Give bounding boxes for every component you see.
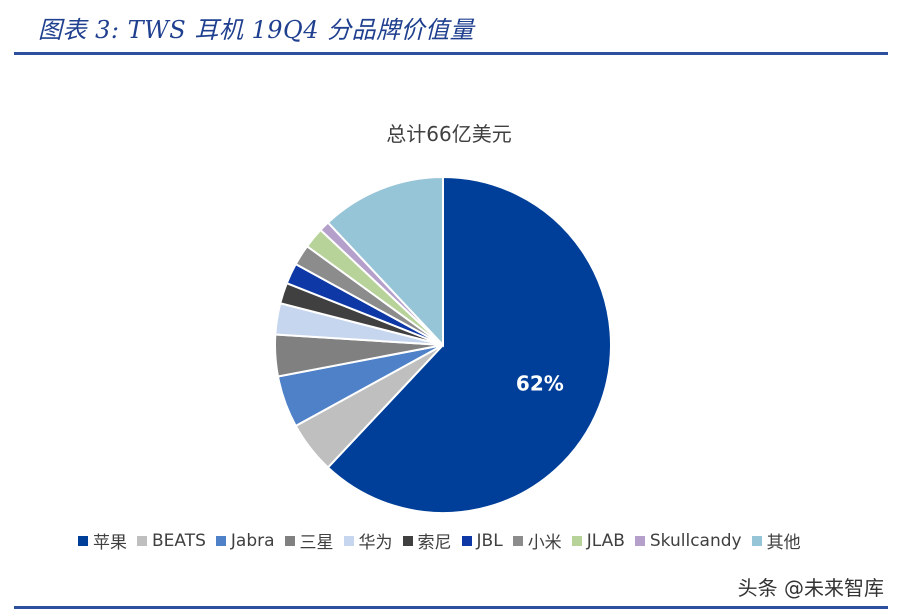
legend-label: BEATS	[152, 530, 206, 551]
legend-swatch	[402, 535, 413, 546]
legend-swatch	[634, 535, 645, 546]
watermark: 头条 @未来智库	[737, 576, 884, 600]
legend-item-7: 小米	[512, 528, 562, 553]
legend-swatch	[751, 535, 762, 546]
legend-swatch	[78, 535, 88, 546]
legend-item-9: Skullcandy	[634, 530, 742, 551]
legend-label: 索尼	[417, 533, 452, 553]
legend-swatch	[512, 535, 523, 546]
legend-label: 其他	[766, 533, 801, 553]
legend-item-10: 其他	[751, 528, 801, 553]
pie-slice-0	[326, 175, 612, 514]
legend-label: 苹果	[93, 533, 127, 553]
legend-item-3: 三星	[284, 528, 334, 553]
legend-swatch	[137, 535, 147, 546]
legend-item-1: BEATS	[137, 531, 206, 551]
top-rule	[14, 52, 888, 55]
pie-slice-label-0: 62%	[516, 371, 564, 395]
bottom-rule	[14, 606, 888, 609]
chart-title: 总计66亿美元	[386, 122, 512, 146]
legend-item-5: 索尼	[402, 528, 452, 553]
pie-slice-10	[326, 175, 444, 348]
legend-swatch	[284, 535, 295, 546]
legend-item-8: JLAB	[571, 530, 625, 551]
legend-label: 三星	[299, 533, 334, 553]
legend-item-4: 华为	[343, 528, 393, 553]
legend-label: 小米	[527, 533, 562, 553]
legend-swatch	[343, 535, 354, 546]
legend-swatch	[571, 535, 582, 546]
legend-label: Skullcandy	[649, 530, 742, 551]
legend-item-6: JBL	[461, 530, 503, 551]
legend-label: JBL	[476, 530, 503, 551]
figure-caption: 图表 3: TWS 耳机 19Q4 分品牌价值量	[38, 16, 475, 44]
legend-item-0: 苹果	[78, 528, 127, 553]
legend-label: JLAB	[586, 530, 625, 551]
chart-legend: 苹果 BEATS Jabra 三星 华为 索尼 JBL 小米 JLAB Skullcandy 其他	[78, 528, 811, 553]
legend-label: Jabra	[230, 530, 275, 551]
legend-label: 华为	[358, 533, 393, 553]
legend-swatch	[461, 535, 472, 546]
legend-swatch	[215, 535, 226, 546]
legend-item-2: Jabra	[215, 530, 275, 551]
